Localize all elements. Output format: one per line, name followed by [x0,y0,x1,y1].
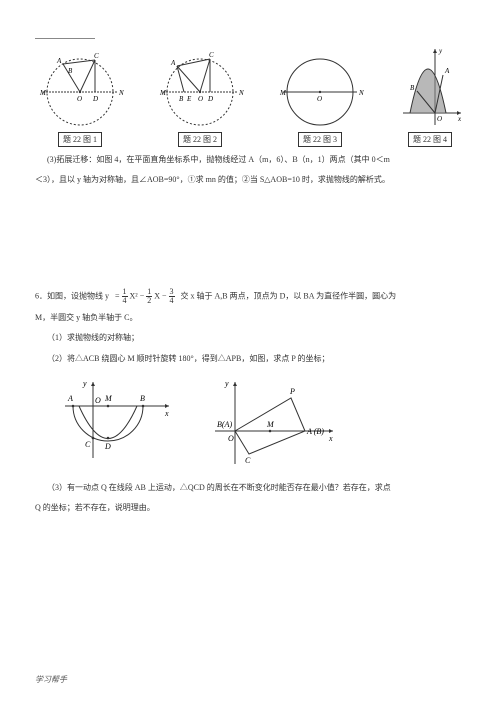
svg-text:A: A [56,57,62,65]
svg-text:C: C [85,440,91,449]
footer-text: 学习帮手 [35,674,67,685]
svg-text:E: E [186,95,192,103]
svg-text:O: O [77,95,82,103]
fig4-svg: x y O A B [395,45,465,130]
svg-text:y: y [82,379,87,388]
top-rule [35,38,95,39]
frac-c: 3 4 [169,288,175,305]
fig3-label: 题 22 图 3 [298,132,342,147]
svg-text:M: M [104,394,113,403]
svg-text:A (B): A (B) [306,427,324,436]
svg-text:B: B [410,84,415,92]
svg-text:M: M [159,89,167,97]
svg-text:O: O [437,115,442,123]
frac-a: 1 4 [122,288,128,305]
svg-text:O: O [228,434,234,443]
frac-b: 1 2 [146,288,152,305]
q6-sub3b: Q 的坐标；若不存在，说明理由。 [35,501,465,515]
q6-line2: M，半圆交 y 轴负半轴于 C。 [35,311,465,325]
svg-text:N: N [358,89,364,97]
fig3-svg: M N O [275,52,365,130]
svg-text:O: O [198,95,203,103]
figure-22-3: M N O 题 22 图 3 [275,52,365,147]
q6-sub1: （1）求抛物线的对称轴； [35,331,465,345]
top-figures-row: M N O D A B C 题 22 图 1 M N [35,45,465,147]
svg-text:O: O [317,95,322,103]
svg-text:B: B [140,394,145,403]
figure-22-1: M N O D A B C 题 22 图 1 [35,52,125,147]
svg-text:B(A): B(A) [217,420,232,429]
svg-text:N: N [118,89,124,97]
svg-text:O: O [95,396,101,405]
svg-text:y: y [224,379,229,388]
q6-figures-row: A B M O C D x y B(A) A (B) M O [55,376,465,471]
fig2-label: 题 22 图 2 [178,132,222,147]
svg-text:C: C [245,456,251,465]
q6-sub2: （2）将△ACB 绕圆心 M 顺时针旋转 180°，得到△APB，如图，求点 P… [35,352,465,366]
svg-text:A: A [444,67,450,75]
q3-line1: (3)拓展迁移：如图 4，在平面直角坐标系中，抛物线经过 A（m，6）、B（n，… [35,153,465,167]
fig1-svg: M N O D A B C [35,52,125,130]
minus1: − [140,291,145,300]
svg-text:x: x [164,409,169,418]
svg-text:M: M [266,420,275,429]
svg-text:C: C [94,52,99,60]
svg-text:M: M [39,89,47,97]
svg-text:B: B [179,95,184,103]
q6-intro: 6．如图，设抛物线 y [35,291,109,300]
svg-text:A: A [170,59,176,67]
svg-text:D: D [92,95,98,103]
x1: X [154,291,160,300]
q6-intro-row: 6．如图，设抛物线 y = 1 4 X² − 1 2 X − 3 4 交 x 轴… [35,288,465,305]
fig4-label: 题 22 图 4 [408,132,452,147]
svg-text:x: x [457,115,462,123]
svg-text:M: M [279,89,287,97]
svg-text:A: A [67,394,73,403]
x2: X² [130,291,138,300]
q3-line2: ＜3），且以 y 轴为对称轴，且∠AOB=90°，①求 mn 的值；②当 S△A… [35,173,465,187]
q6-fig-left: A B M O C D x y [55,376,175,471]
svg-text:y: y [438,47,443,55]
svg-text:N: N [238,89,244,97]
minus2: − [162,291,167,300]
q6-intro-tail: 交 x 轴于 A,B 两点，顶点为 D，以 BA 为直径作半圆，圆心为 [181,291,397,300]
svg-text:B: B [68,67,73,75]
eq-sign: = [115,291,120,300]
figure-22-2: M N O D A B E C 题 22 图 2 [155,52,245,147]
q6-fig-right: B(A) A (B) M O C P x y [205,376,340,471]
svg-text:D: D [207,95,213,103]
svg-text:P: P [289,387,295,396]
svg-text:x: x [328,434,333,443]
fig1-label: 题 22 图 1 [58,132,102,147]
q6-sub3a: （3）有一动点 Q 在线段 AB 上运动，△QCD 的周长在不断变化时能否存在最… [35,481,465,495]
figure-22-4: x y O A B 题 22 图 4 [395,45,465,147]
svg-text:C: C [209,52,214,59]
fig2-svg: M N O D A B E C [155,52,245,130]
svg-text:D: D [104,442,111,451]
